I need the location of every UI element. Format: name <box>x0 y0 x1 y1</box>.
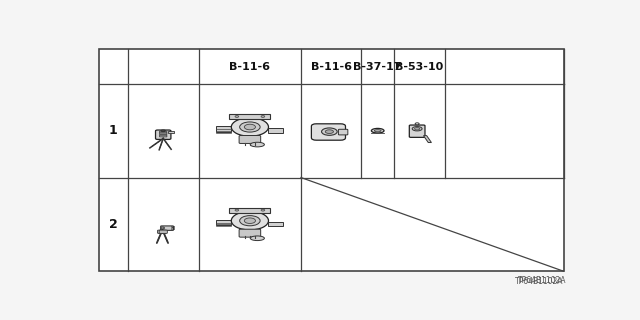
FancyBboxPatch shape <box>269 222 284 226</box>
FancyBboxPatch shape <box>159 135 167 137</box>
Ellipse shape <box>239 122 260 132</box>
FancyBboxPatch shape <box>239 135 260 143</box>
FancyBboxPatch shape <box>410 125 425 137</box>
Ellipse shape <box>321 128 337 135</box>
FancyBboxPatch shape <box>168 131 174 133</box>
Ellipse shape <box>371 128 384 133</box>
Ellipse shape <box>415 128 420 130</box>
FancyBboxPatch shape <box>216 126 231 132</box>
Ellipse shape <box>244 124 255 130</box>
Text: TP64B1102A: TP64B1102A <box>515 277 564 286</box>
Bar <box>99 50 564 271</box>
Ellipse shape <box>325 130 333 133</box>
Ellipse shape <box>261 209 265 211</box>
Ellipse shape <box>235 116 239 117</box>
FancyBboxPatch shape <box>312 124 346 140</box>
FancyBboxPatch shape <box>269 128 284 132</box>
Text: B-53-10: B-53-10 <box>396 62 444 72</box>
Text: 2: 2 <box>109 218 118 231</box>
Polygon shape <box>424 136 431 142</box>
Ellipse shape <box>374 130 381 132</box>
Text: B-11-6: B-11-6 <box>311 62 352 72</box>
Ellipse shape <box>235 209 239 211</box>
Ellipse shape <box>250 236 264 241</box>
Ellipse shape <box>415 123 419 125</box>
FancyBboxPatch shape <box>339 129 348 135</box>
FancyBboxPatch shape <box>161 226 173 230</box>
Text: 1: 1 <box>109 124 118 137</box>
Ellipse shape <box>261 116 265 117</box>
FancyBboxPatch shape <box>159 131 167 133</box>
FancyBboxPatch shape <box>157 230 166 233</box>
Text: TP64B1102A: TP64B1102A <box>518 276 566 285</box>
Text: H: H <box>170 226 175 231</box>
Ellipse shape <box>244 218 255 223</box>
Ellipse shape <box>231 212 269 230</box>
Ellipse shape <box>250 142 264 147</box>
FancyBboxPatch shape <box>229 208 270 213</box>
FancyBboxPatch shape <box>156 130 171 140</box>
FancyBboxPatch shape <box>239 229 260 237</box>
FancyBboxPatch shape <box>216 220 231 225</box>
FancyBboxPatch shape <box>159 133 167 135</box>
FancyBboxPatch shape <box>229 114 270 119</box>
Text: B-11-6: B-11-6 <box>229 62 270 72</box>
Ellipse shape <box>412 127 422 131</box>
Ellipse shape <box>239 216 260 226</box>
FancyBboxPatch shape <box>159 230 167 233</box>
Text: B-37-17: B-37-17 <box>353 62 402 72</box>
Ellipse shape <box>231 118 269 136</box>
